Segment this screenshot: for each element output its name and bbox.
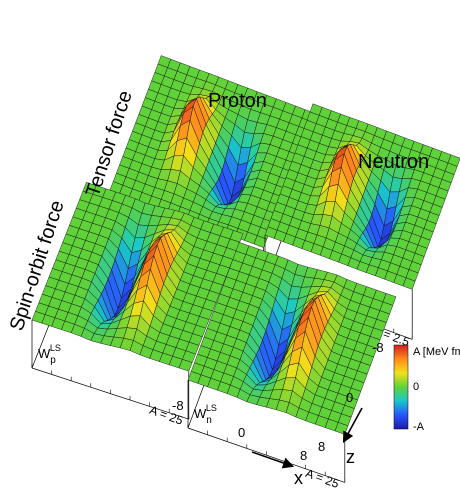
proton-title: Proton [208,90,267,112]
colorbar-mid-label: 0 [413,381,419,393]
axis-arrows: xz [251,407,363,488]
surface-mesh [109,55,316,248]
colorbar-gradient [393,344,409,430]
surface-mesh [31,182,244,372]
z-axis-arrow [342,407,363,443]
axis-ticks: -8 0 8 -8 0 8 [172,340,384,463]
x-tick-max: 8 [300,448,307,463]
x-tick-min: -8 [172,398,184,413]
amplitude-label: A = 25 [304,466,341,488]
surface-mesh [264,103,460,290]
surface-mesh [187,242,397,435]
z-tick-mid: 0 [346,390,353,405]
z-tick-max: 8 [318,439,325,454]
x-axis-arrow [251,451,295,469]
x-tick-mid: 0 [238,425,245,440]
colorbar: A [MeV fm] 0 -A [393,344,460,433]
panel-w-label: WpLS [38,343,61,366]
colorbar-bottom-label: -A [413,421,425,433]
z-axis-label: z [346,447,355,467]
svg-text:WpLS: WpLS [38,343,61,366]
panel-w-label: WnLS [194,403,217,426]
z-tick-min: -8 [372,340,384,355]
svg-text:WnLS: WnLS [194,403,217,426]
panel-p-tensor: WpTA = 2.5 [109,55,316,307]
colorbar-top-label: A [MeV fm] [413,346,460,358]
neutron-title: Neutron [358,151,429,173]
panel-n-ls: WnLS A = 25 [187,242,397,488]
panel-n-tensor: WnTA = 2.5 [264,103,460,349]
x-axis-label: x [294,468,303,488]
